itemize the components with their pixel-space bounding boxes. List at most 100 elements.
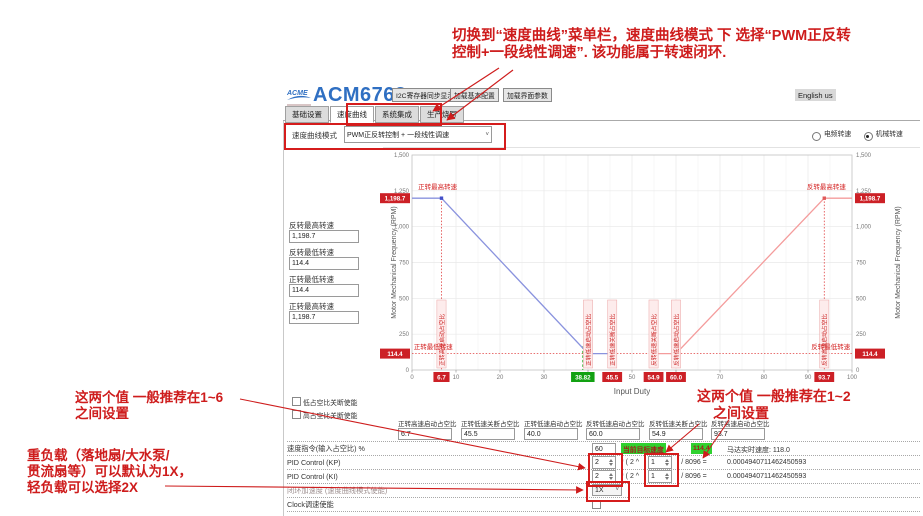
svg-text:1,000: 1,000 bbox=[856, 225, 872, 231]
svg-text:45.5: 45.5 bbox=[606, 374, 619, 381]
high-duty-cutoff-checkbox[interactable] bbox=[292, 410, 301, 419]
speed-cmd-label: 速度指令(输入占空比) % bbox=[287, 444, 365, 453]
svg-text:正转低速启动占空比: 正转低速启动占空比 bbox=[584, 314, 592, 366]
duty-field-label: 反转高速启动占空比 bbox=[711, 421, 770, 428]
tab-speed-curve[interactable]: 速度曲线 bbox=[330, 106, 374, 123]
svg-text:Motor Mechanical Frequency (RP: Motor Mechanical Frequency (RPM) bbox=[895, 206, 902, 318]
annotation-box-accel bbox=[586, 481, 630, 502]
annotation-box-mode bbox=[284, 123, 506, 150]
stepper-arrows-icon[interactable] bbox=[665, 459, 669, 466]
groupbox-border bbox=[383, 147, 920, 148]
load-basic-config-button[interactable]: 加载基本配置 bbox=[450, 88, 499, 102]
divider bbox=[287, 455, 920, 456]
target-speed-badge: 当前目标速度 bbox=[621, 443, 666, 454]
svg-text:反转最高转速: 反转最高转速 bbox=[807, 182, 847, 191]
svg-text:0: 0 bbox=[856, 368, 860, 374]
divider bbox=[287, 469, 920, 470]
kp-result: 0.0004940711462450593 bbox=[727, 459, 807, 466]
svg-text:正转最高转速: 正转最高转速 bbox=[418, 182, 458, 191]
ki-result: 0.0004940711462450593 bbox=[727, 473, 807, 480]
svg-text:750: 750 bbox=[856, 261, 867, 267]
svg-text:80: 80 bbox=[761, 375, 768, 381]
svg-text:100: 100 bbox=[847, 375, 858, 381]
svg-text:10: 10 bbox=[453, 375, 460, 381]
rev-max-speed-label: 反转最高转速 bbox=[289, 221, 334, 230]
stepper-arrows-icon[interactable] bbox=[609, 473, 613, 480]
ki-exp-stepper[interactable]: 1 bbox=[648, 470, 672, 483]
pid-ki-label: PID Control (KI) bbox=[287, 472, 338, 481]
svg-text:90: 90 bbox=[805, 375, 812, 381]
kp-formula-tail: ) / 8096 = bbox=[677, 459, 707, 466]
high-duty-cutoff-label: 高占空比关断使能 bbox=[303, 413, 358, 420]
annotation-box-pid-coef bbox=[588, 453, 623, 487]
rev-min-speed-input[interactable]: 114.4 bbox=[289, 257, 359, 270]
logo-text: ACME bbox=[286, 90, 308, 97]
kp-exp-stepper[interactable]: 1 bbox=[648, 456, 672, 469]
svg-text:1,500: 1,500 bbox=[856, 153, 872, 159]
svg-text:1,500: 1,500 bbox=[394, 153, 410, 159]
load-ui-params-button[interactable]: 加载界面参数 bbox=[503, 88, 552, 102]
language-button[interactable]: English us bbox=[795, 89, 836, 101]
clock-enable-label: Clock调速使能 bbox=[287, 500, 334, 509]
duty-field-input[interactable]: 54.9 bbox=[649, 428, 703, 440]
svg-text:1,198.7: 1,198.7 bbox=[860, 196, 881, 203]
svg-text:54.9: 54.9 bbox=[648, 374, 661, 381]
window-left-border bbox=[283, 121, 284, 516]
fwd-max-speed-input[interactable]: 1,198.7 bbox=[289, 311, 359, 324]
svg-text:114.4: 114.4 bbox=[862, 351, 878, 358]
svg-text:750: 750 bbox=[399, 261, 410, 267]
annotation-top-line2: 控制+一段线性调速”. 该功能属于转速闭环. bbox=[452, 45, 727, 61]
annotation-box-pid-exp bbox=[644, 453, 679, 487]
duty-field-input[interactable]: 93.7 bbox=[711, 428, 765, 440]
duty-field-input[interactable]: 45.5 bbox=[461, 428, 515, 440]
logo-subtext bbox=[287, 104, 311, 107]
speed-curve-mode-select[interactable]: PWM正反转控制 + 一段线性调速 ˅ bbox=[344, 126, 492, 143]
chevron-down-icon: ˅ bbox=[615, 487, 619, 493]
tab-basic-settings[interactable]: 基础设置 bbox=[285, 106, 329, 123]
target-speed-value: 114.4 bbox=[691, 443, 712, 454]
annotation-pid-left: 这两个值 一般推荐在1~6 之间设置 bbox=[75, 390, 224, 421]
radio-mechanical-speed[interactable] bbox=[863, 132, 873, 141]
fwd-min-speed-label: 正转最低转速 bbox=[289, 275, 334, 284]
radio-electrical-speed[interactable] bbox=[812, 132, 821, 141]
svg-text:1,198.7: 1,198.7 bbox=[385, 196, 406, 203]
svg-text:114.4: 114.4 bbox=[387, 351, 403, 358]
svg-text:反转低速关断占空比: 反转低速关断占空比 bbox=[650, 314, 658, 366]
svg-text:50: 50 bbox=[629, 375, 636, 381]
svg-text:Motor Mechanical Frequency (RP: Motor Mechanical Frequency (RPM) bbox=[391, 206, 398, 318]
actual-speed-text: 马达实时速度: 118.0 bbox=[727, 447, 790, 454]
fwd-min-speed-input[interactable]: 114.4 bbox=[289, 284, 359, 297]
ki-formula-tail: ) / 8096 = bbox=[677, 473, 707, 480]
rev-max-speed-input[interactable]: 1,198.7 bbox=[289, 230, 359, 243]
annotation-top-line1: 切换到“速度曲线”菜单栏，速度曲线模式 下 选择“PWM正反转 bbox=[452, 28, 851, 44]
duty-field-input[interactable]: 6.7 bbox=[398, 428, 452, 440]
speed-curve-chart[interactable]: 0102030405060708090100002502505005007507… bbox=[378, 148, 923, 400]
app-title: ACM6763 bbox=[313, 84, 407, 106]
duty-field-label: 反转低速启动占空比 bbox=[586, 421, 645, 428]
svg-text:250: 250 bbox=[399, 332, 410, 338]
radio-electrical-speed-label: 电频转速 bbox=[824, 131, 852, 138]
annotation-pid-right: 这两个值 一般推荐在1~2 之间设置 bbox=[697, 388, 851, 421]
rev-min-speed-label: 反转最低转速 bbox=[289, 248, 334, 257]
kp-coef-stepper[interactable]: 2 bbox=[592, 456, 616, 469]
divider bbox=[287, 483, 920, 484]
i2c-register-sync-button[interactable]: I2C寄存器同步显示 bbox=[392, 88, 459, 102]
low-duty-cutoff-checkbox[interactable] bbox=[292, 397, 301, 406]
divider bbox=[287, 497, 920, 498]
svg-text:正转最低转速: 正转最低转速 bbox=[414, 342, 454, 351]
svg-text:30: 30 bbox=[541, 375, 548, 381]
tab-system-integration[interactable]: 系统集成 bbox=[375, 106, 419, 123]
low-duty-cutoff-label: 低占空比关断使能 bbox=[303, 400, 358, 407]
duty-field-input[interactable]: 60.0 bbox=[586, 428, 640, 440]
duty-field-input[interactable]: 40.0 bbox=[524, 428, 578, 440]
divider bbox=[287, 441, 920, 442]
svg-text:Input Duty: Input Duty bbox=[614, 387, 650, 396]
svg-text:0: 0 bbox=[410, 375, 414, 381]
stepper-arrows-icon[interactable] bbox=[609, 459, 613, 466]
pid-kp-label: PID Control (KP) bbox=[287, 458, 341, 467]
svg-text:60.0: 60.0 bbox=[670, 374, 683, 381]
accel-select[interactable]: 1X ˅ bbox=[592, 484, 622, 496]
svg-text:正转高速启动占空比: 正转高速启动占空比 bbox=[438, 314, 446, 366]
stepper-arrows-icon[interactable] bbox=[665, 473, 669, 480]
